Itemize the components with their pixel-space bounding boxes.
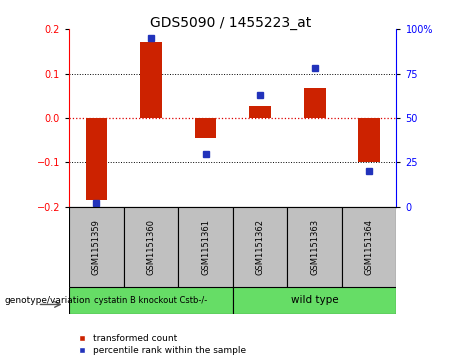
Text: GSM1151360: GSM1151360 <box>147 219 155 275</box>
Bar <box>358 118 380 163</box>
Text: genotype/variation: genotype/variation <box>5 296 91 305</box>
Bar <box>85 118 107 200</box>
Text: GDS5090 / 1455223_at: GDS5090 / 1455223_at <box>150 16 311 30</box>
Text: GSM1151363: GSM1151363 <box>310 219 319 275</box>
Bar <box>140 42 162 118</box>
Text: cystatin B knockout Cstb-/-: cystatin B knockout Cstb-/- <box>95 296 207 305</box>
Text: GSM1151359: GSM1151359 <box>92 219 101 275</box>
Bar <box>342 207 396 287</box>
Bar <box>124 207 178 287</box>
Bar <box>233 207 287 287</box>
Bar <box>249 106 271 118</box>
Text: GSM1151364: GSM1151364 <box>365 219 374 275</box>
Text: wild type: wild type <box>291 295 338 305</box>
Bar <box>304 88 325 118</box>
Bar <box>69 207 124 287</box>
Text: GSM1151362: GSM1151362 <box>255 219 265 275</box>
Legend: transformed count, percentile rank within the sample: transformed count, percentile rank withi… <box>69 331 250 359</box>
Bar <box>178 207 233 287</box>
Bar <box>69 287 233 314</box>
Bar <box>233 287 396 314</box>
Bar <box>195 118 217 138</box>
Text: GSM1151361: GSM1151361 <box>201 219 210 275</box>
Bar <box>287 207 342 287</box>
